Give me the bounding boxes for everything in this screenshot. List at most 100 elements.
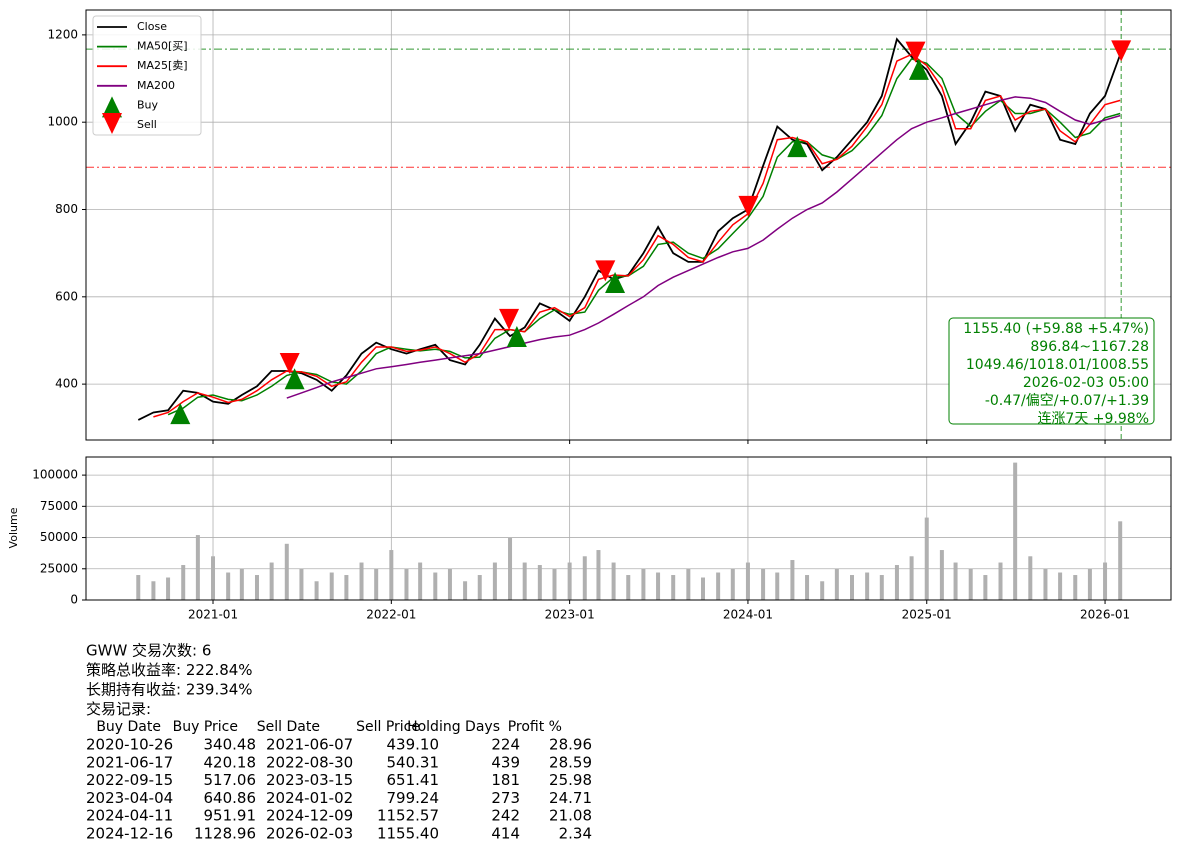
sell-marker: [279, 353, 300, 375]
legend-label: Sell: [137, 118, 157, 131]
report-line: 交易记录:: [86, 700, 151, 718]
table-cell: 2021-06-07: [266, 736, 353, 754]
volume-bar: [181, 565, 186, 600]
annotation: 1155.40 (+59.88 +5.47%) 896.84~1167.28 104…: [948, 317, 1155, 427]
volume-bar: [537, 565, 542, 600]
volume-bar: [1073, 575, 1078, 600]
table-cell: 25.98: [549, 771, 592, 789]
table-header: Sell Price: [356, 719, 420, 735]
table-cell: 2021-06-17: [86, 753, 173, 771]
volume-bar: [404, 568, 409, 600]
volume-bar: [211, 556, 216, 600]
legend-swatch: [102, 113, 122, 134]
table-cell: 242: [491, 807, 520, 825]
volume-bar: [924, 517, 929, 600]
volume-bar: [359, 562, 364, 600]
volume-bar: [166, 577, 171, 600]
table-header: Buy Date: [96, 719, 161, 735]
volume-bar: [433, 572, 438, 600]
table-cell: 2026-02-03: [266, 825, 353, 843]
y-tick-label: 600: [55, 289, 78, 303]
table-header: Sell Date: [257, 719, 320, 735]
volume-bar: [671, 575, 676, 600]
table-cell: 28.96: [549, 736, 592, 754]
volume-bar: [284, 543, 289, 600]
table-cell: 273: [491, 789, 520, 807]
table-cell: 540.31: [387, 753, 440, 771]
table-cell: 414: [491, 825, 520, 843]
volume-bar: [700, 577, 705, 600]
y-tick-label: 400: [55, 377, 78, 391]
legend-label: Buy: [137, 98, 159, 111]
volume-bar: [477, 575, 482, 600]
volume-bar: [790, 560, 795, 600]
volume-bar: [151, 581, 156, 600]
sell-marker: [1111, 40, 1132, 62]
y-tick-label: 50000: [40, 530, 78, 544]
legend-label: MA200: [137, 79, 175, 92]
volume-bar: [745, 562, 750, 600]
axes-frame: [85, 9, 1172, 441]
x-tick-label: 2026-01: [1080, 608, 1130, 622]
annotation-line: 1155.40 (+59.88 +5.47%): [963, 321, 1149, 337]
volume-bar: [894, 565, 899, 600]
report-line: GWW 交易次数: 6: [86, 642, 211, 660]
table-cell: 439.10: [387, 736, 440, 754]
buy-marker: [284, 368, 305, 390]
y-axis-label: Volume: [7, 507, 20, 548]
legend-swatch: [102, 96, 122, 118]
volume-bar: [865, 572, 870, 600]
volume-bar: [983, 575, 988, 600]
volume-bar: [656, 572, 661, 600]
volume-bar: [314, 581, 319, 600]
table-cell: 2024-12-09: [266, 807, 353, 825]
buy-marker: [506, 326, 527, 348]
annotation-line: 896.84~1167.28: [1030, 339, 1149, 355]
y-tick-label: 100000: [32, 468, 78, 482]
table-cell: 181: [491, 771, 520, 789]
table-cell: 2023-04-04: [86, 789, 173, 807]
annotation-line: 1049.46/1018.01/1008.55: [966, 357, 1149, 373]
sell-marker: [499, 308, 520, 330]
table-cell: 224: [491, 736, 520, 754]
table-cell: 951.91: [204, 807, 257, 825]
table-cell: 2020-10-26: [86, 736, 173, 754]
volume-bar: [226, 572, 231, 600]
volume-bar: [389, 550, 394, 600]
volume-bar: [447, 568, 452, 600]
volume-bar: [1058, 572, 1063, 600]
volume-bar: [730, 568, 735, 600]
volume-bar: [269, 562, 274, 600]
volume-bar: [849, 575, 854, 600]
table-cell: 28.59: [549, 753, 592, 771]
volume-bar: [909, 556, 914, 600]
annotation-line: -0.47/偏空/+0.07/+1.39: [985, 393, 1149, 409]
volume-bar: [299, 568, 304, 600]
table-cell: 2023-03-15: [266, 771, 353, 789]
price-line: [286, 96, 1121, 399]
report-line: 长期持有收益: 239.34%: [86, 681, 253, 699]
y-tick-label: 25000: [40, 561, 78, 575]
volume-bar: [641, 568, 646, 600]
volume-bar: [1013, 462, 1018, 600]
legend: Close MA50[买] MA25[卖] MA200 Buy Sell: [92, 15, 202, 136]
x-tick-label: 2024-01: [723, 608, 773, 622]
volume-bar: [136, 575, 141, 600]
annotation-line: 2026-02-03 05:00: [1023, 375, 1149, 391]
volume-bar: [492, 562, 497, 600]
table-cell: 2022-08-30: [266, 753, 353, 771]
buy-marker: [908, 58, 929, 80]
table-cell: 420.18: [204, 753, 257, 771]
volume-bar: [626, 575, 631, 600]
table-cell: 2.34: [559, 825, 592, 843]
legend-label: MA50[买]: [137, 40, 188, 53]
volume-bar: [596, 550, 601, 600]
table-header: Profit %: [508, 719, 562, 735]
volume-bar: [879, 575, 884, 600]
volume-bar: [508, 537, 513, 600]
volume-bar: [552, 568, 557, 600]
table-cell: 439: [491, 753, 520, 771]
table-cell: 1155.40: [377, 825, 439, 843]
annotation-box: [948, 317, 1155, 425]
